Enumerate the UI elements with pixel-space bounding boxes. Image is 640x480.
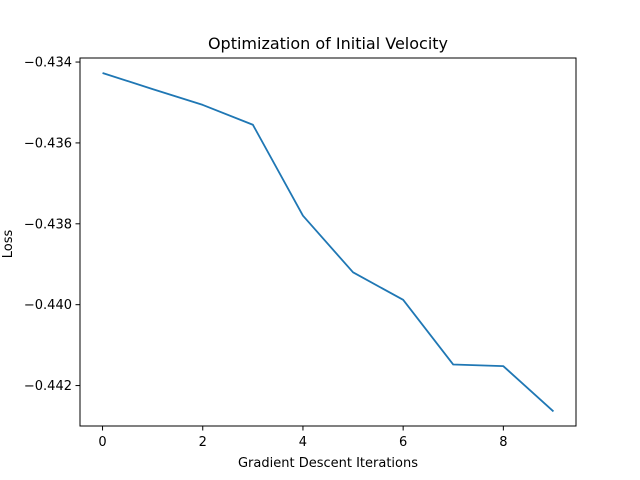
x-tick-label: 2 (199, 435, 207, 450)
x-axis-label: Gradient Descent Iterations (238, 456, 418, 471)
axes-frame (79, 57, 577, 427)
y-tick-label: −0.438 (24, 217, 72, 232)
y-tick-label: −0.436 (24, 136, 72, 151)
plot-area (102, 72, 555, 413)
y-tick-label: −0.442 (24, 379, 72, 394)
y-tick-label: −0.434 (24, 56, 72, 71)
y-axis-label: Loss (1, 230, 16, 259)
x-tick-label: 6 (399, 435, 407, 450)
x-tick-label: 8 (499, 435, 507, 450)
loss-series-line (102, 72, 555, 413)
x-tick-label: 0 (98, 435, 106, 450)
x-axis: 0 2 4 6 8 (98, 426, 507, 450)
y-axis: −0.434 −0.436 −0.438 −0.440 −0.442 (24, 56, 80, 394)
chart-title: Optimization of Initial Velocity (208, 34, 448, 53)
y-tick-label: −0.440 (24, 298, 72, 313)
x-tick-label: 4 (299, 435, 307, 450)
